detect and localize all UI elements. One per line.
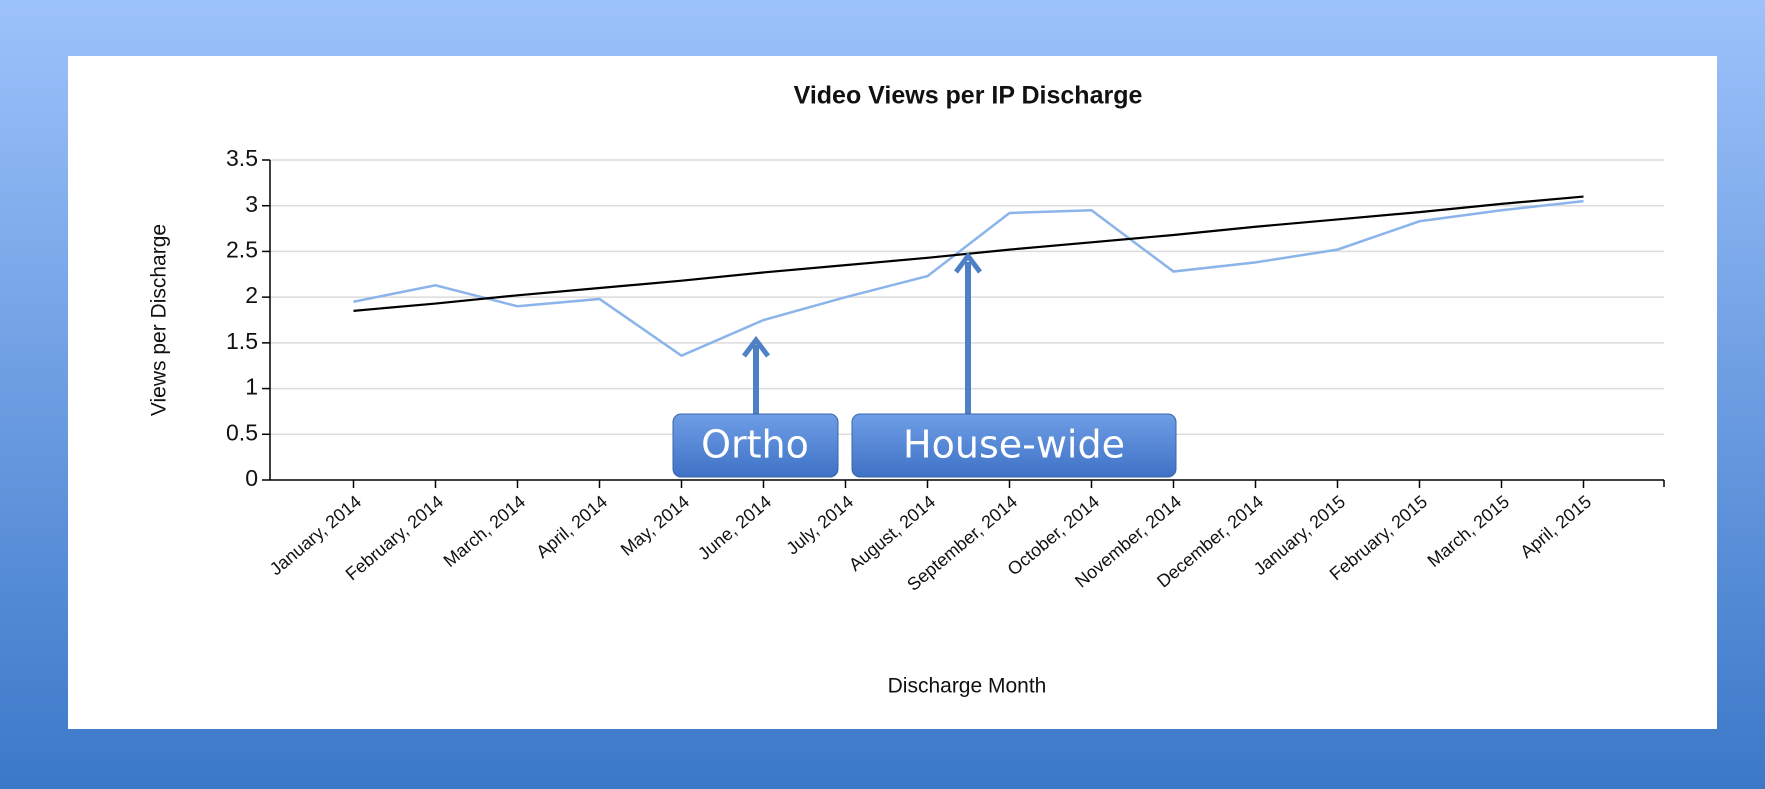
annotation-text: House-wide	[903, 423, 1125, 467]
y-tick-label: 3.5	[226, 145, 258, 171]
annotation-box	[672, 413, 839, 478]
y-tick-label: 1	[245, 374, 258, 400]
annotation-text: Ortho	[701, 423, 809, 467]
annotation-house-wide: House-wide	[851, 251, 1177, 478]
y-tick-label: 2	[245, 282, 258, 308]
chart-panel	[68, 56, 1717, 729]
y-axis-label: Views per Discharge	[148, 224, 171, 416]
y-tick-label: 0.5	[226, 419, 258, 445]
y-tick-label: 1.5	[226, 328, 258, 354]
annotation-ortho: Ortho	[672, 335, 839, 478]
arrow-head	[742, 335, 770, 358]
y-tick-label: 2.5	[226, 237, 258, 263]
annotation-box	[851, 413, 1177, 478]
y-tick-label: 0	[245, 465, 258, 491]
y-tick-label: 3	[245, 191, 258, 217]
series-line	[353, 199, 1584, 358]
chart-title: Video Views per IP Discharge	[794, 82, 1143, 110]
x-axis-label: Discharge Month	[888, 675, 1047, 698]
arrow-head	[954, 251, 982, 274]
